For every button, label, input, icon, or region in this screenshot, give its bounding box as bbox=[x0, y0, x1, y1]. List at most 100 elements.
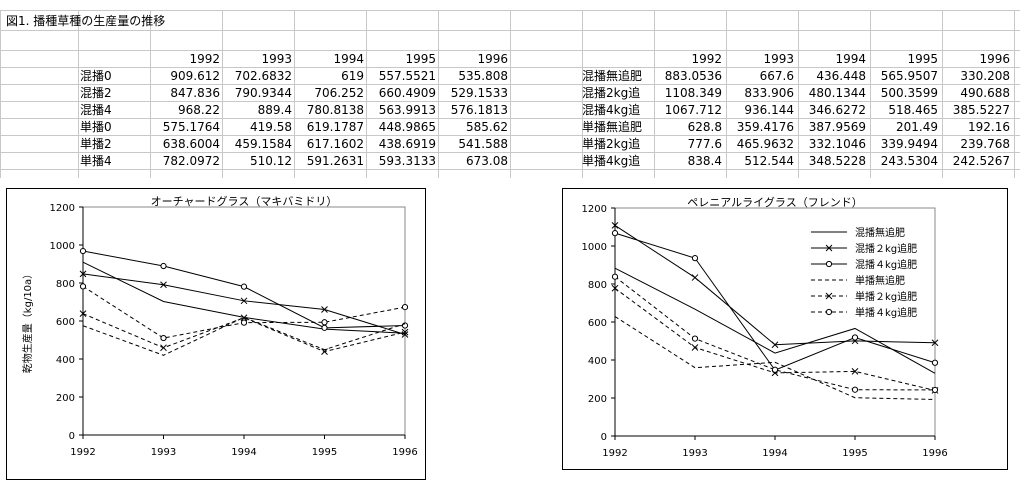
data-point bbox=[401, 304, 409, 311]
right-table-row: 混播2kg追 1108.349 833.906 480.1344 500.3599 490… bbox=[580, 84, 1012, 101]
left-table-cell: 673.08 bbox=[466, 153, 508, 168]
data-point bbox=[691, 344, 699, 351]
left-table-cell: 419.58 bbox=[250, 119, 292, 134]
series-line-4 bbox=[82, 316, 406, 356]
right-table-row: 単播4kg追 838.4 512.544 348.5228 243.5304 242.52… bbox=[580, 152, 1012, 169]
left-table-cell: 459.1584 bbox=[234, 136, 292, 151]
left-table-year-header: 1995 bbox=[405, 51, 436, 66]
right-table-cell: 936.144 bbox=[744, 102, 794, 117]
left-table-cell: 448.9865 bbox=[378, 119, 436, 134]
y-tick-label: 600 bbox=[56, 317, 75, 328]
left-table-row-label: 混播2 bbox=[80, 86, 112, 100]
left-table-cell: 563.9913 bbox=[378, 102, 436, 117]
right-table-cell: 838.4 bbox=[687, 153, 722, 168]
right-table-cell: 565.9507 bbox=[880, 68, 938, 83]
right-table-cell: 339.9494 bbox=[880, 136, 938, 151]
left-table-row-label: 混播0 bbox=[80, 69, 112, 83]
data-point bbox=[321, 348, 328, 356]
right-table-cell: 201.49 bbox=[896, 119, 938, 134]
y-tick-label: 400 bbox=[56, 355, 75, 366]
left-table-cell: 780.8138 bbox=[306, 102, 364, 117]
data-point bbox=[931, 386, 939, 394]
left-table-cell: 847.836 bbox=[170, 85, 220, 100]
chart-orchardgrass-svg: オーチャードグラス（マキバミドリ） 0 200 400 600 800 1000 1200 19… bbox=[21, 194, 418, 458]
right-table-row-label: 単播無追肥 bbox=[582, 120, 643, 134]
data-point bbox=[691, 335, 699, 342]
data-point bbox=[851, 334, 859, 341]
data-point bbox=[771, 341, 779, 349]
right-table-row: 混播無追肥 883.0536 667.6 436.448 565.9507 330.208 bbox=[580, 67, 1012, 84]
series-line-1 bbox=[614, 267, 936, 374]
chart-perennial-ryegrass: ペレニアルライグラス（フレンド） 0 200 400 600 800 1000 1200 199… bbox=[562, 188, 1008, 470]
legend-label: 単播２kg追肥 bbox=[855, 290, 917, 303]
left-table-cell: 541.588 bbox=[458, 136, 508, 151]
right-table-cell: 330.208 bbox=[960, 68, 1010, 83]
legend-entry: 混播４kg追肥 bbox=[811, 258, 917, 271]
data-point bbox=[691, 274, 699, 281]
y-tick-label: 0 bbox=[69, 431, 75, 442]
chart-title: オーチャードグラス（マキバミドリ） bbox=[151, 194, 338, 208]
x-tick-label: 1996 bbox=[392, 447, 417, 458]
data-point bbox=[240, 297, 248, 305]
right-table-year-header: 1995 bbox=[907, 51, 938, 66]
series-line-4 bbox=[614, 316, 936, 400]
right-table-year-header: 1996 bbox=[979, 51, 1010, 66]
right-table-cell: 883.0536 bbox=[664, 68, 722, 83]
data-point bbox=[79, 310, 87, 318]
left-table-row: 単播0 575.1764 419.58 619.1787 448.9865 585.62 bbox=[78, 118, 510, 135]
data-point bbox=[611, 230, 619, 237]
left-table-cell: 617.1602 bbox=[306, 136, 364, 151]
right-table-row-label: 混播4kg追 bbox=[582, 103, 641, 117]
y-tick-label: 0 bbox=[601, 432, 607, 443]
left-table-cell: 591.2631 bbox=[306, 153, 364, 168]
right-table-year-header: 1994 bbox=[835, 51, 866, 66]
right-table-cell: 512.544 bbox=[744, 153, 794, 168]
left-table-cell: 510.12 bbox=[250, 153, 292, 168]
left-table-row: 単播2 638.6004 459.1584 617.1602 438.6919 541.5… bbox=[78, 135, 510, 152]
spreadsheet-area: 図1. 播種草種の生産量の推移 1992 1993 1994 1995 1996 混播0 9… bbox=[0, 0, 1023, 180]
right-table-cell: 348.5228 bbox=[808, 153, 866, 168]
left-table-row: 混播0 909.612 702.6832 619 557.5521 535.808 bbox=[78, 67, 510, 84]
chart-orchardgrass: オーチャードグラス（マキバミドリ） 0 200 400 600 800 1000 1200 19… bbox=[6, 188, 426, 480]
right-data-table: 1992 1993 1994 1995 1996 混播無追肥 883.0536 667.6 43… bbox=[580, 50, 1012, 169]
right-table-cell: 480.1344 bbox=[808, 85, 866, 100]
data-point bbox=[160, 344, 167, 352]
left-table-cell: 535.808 bbox=[458, 68, 508, 83]
left-table-cell: 576.1813 bbox=[450, 102, 508, 117]
left-table-header-blank bbox=[78, 50, 150, 67]
x-tick-label: 1994 bbox=[231, 447, 256, 458]
data-point bbox=[401, 331, 409, 338]
left-table-cell: 619 bbox=[341, 68, 364, 83]
y-tick-label: 1200 bbox=[50, 203, 75, 214]
data-point bbox=[401, 328, 409, 336]
left-table-row: 単播4 782.0972 510.12 591.2631 593.3133 673.08 bbox=[78, 152, 510, 169]
x-tick-label: 1994 bbox=[762, 448, 787, 459]
data-point bbox=[79, 283, 87, 290]
legend-entry: 単播４kg追肥 bbox=[811, 306, 917, 319]
data-point bbox=[771, 366, 779, 373]
data-point bbox=[931, 339, 939, 347]
data-point bbox=[611, 273, 619, 280]
plot-area bbox=[614, 207, 936, 437]
right-table-year-header: 1993 bbox=[763, 51, 794, 66]
left-table-cell: 619.1787 bbox=[306, 119, 364, 134]
left-table-cell: 968.22 bbox=[178, 102, 220, 117]
x-tick-label: 1992 bbox=[602, 448, 627, 459]
right-table-cell: 332.1046 bbox=[808, 136, 866, 151]
right-table-cell: 192.16 bbox=[968, 119, 1010, 134]
right-table-row: 単播2kg追 777.6 465.9632 332.1046 339.9494 239.7… bbox=[580, 135, 1012, 152]
data-point bbox=[240, 314, 248, 322]
right-table-header-row: 1992 1993 1994 1995 1996 bbox=[580, 50, 1012, 67]
left-table-row-label: 混播4 bbox=[80, 103, 112, 117]
y-tick-label: 1000 bbox=[582, 242, 607, 253]
data-point bbox=[240, 319, 248, 326]
right-table-cell: 465.9632 bbox=[736, 136, 794, 151]
data-point bbox=[401, 322, 409, 329]
left-table-row: 混播4 968.22 889.4 780.8138 563.9913 576.1813 bbox=[78, 101, 510, 118]
left-table-cell: 706.252 bbox=[314, 85, 364, 100]
right-table-row: 単播無追肥 628.8 359.4176 387.9569 201.49 192.16 bbox=[580, 118, 1012, 135]
right-table-cell: 833.906 bbox=[744, 85, 794, 100]
data-point bbox=[321, 319, 328, 326]
right-table-year-header: 1992 bbox=[691, 51, 722, 66]
legend-label: 単播無追肥 bbox=[855, 274, 905, 287]
